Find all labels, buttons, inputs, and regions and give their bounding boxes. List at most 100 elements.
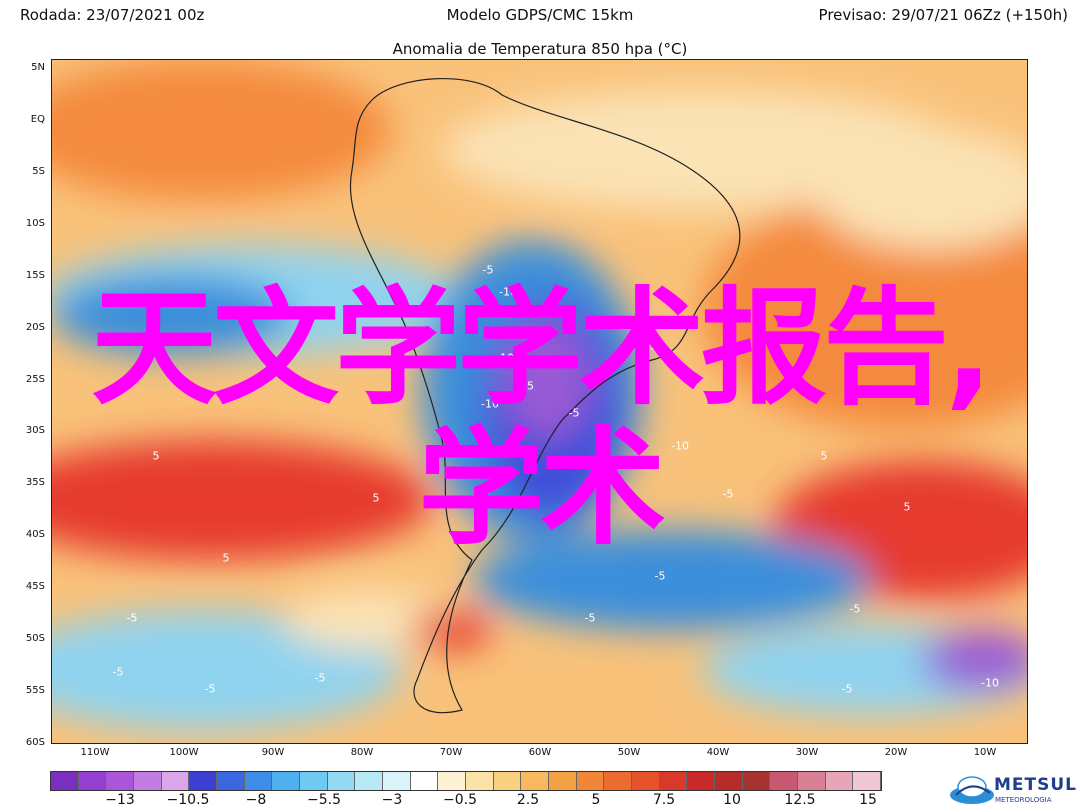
colorbar-cell	[134, 772, 162, 790]
watermark-title-line1: 天文学学术报告,	[91, 275, 993, 422]
colorbar-cell	[189, 772, 218, 790]
run-date-label: Rodada: 23/07/2021 00z	[20, 6, 205, 24]
longitude-label: 50W	[617, 747, 641, 758]
colorbar-cell	[659, 772, 688, 790]
longitude-label: 30W	[795, 747, 819, 758]
map-canvas	[52, 60, 1027, 743]
metsul-logo-icon	[950, 776, 994, 804]
colorbar-cell	[853, 772, 882, 790]
colorbar-cell	[466, 772, 494, 790]
colorbar-cell	[272, 772, 301, 790]
contour-label: -10	[671, 439, 689, 453]
colorbar-cell	[410, 772, 439, 790]
colorbar-cell	[770, 772, 799, 790]
colorbar-tick-label: −0.5	[443, 792, 477, 808]
colorbar-tick-label: 15	[859, 792, 877, 808]
south-america-outline	[349, 77, 741, 714]
logo-wordmark: METSUL	[994, 775, 1078, 795]
cold-band-west	[52, 275, 292, 355]
contour-label: -5	[112, 665, 124, 679]
cold-band-south	[472, 530, 872, 630]
latitude-label: 45S	[25, 581, 45, 593]
temperature-anomaly-map	[51, 59, 1028, 744]
extreme-cold-core	[502, 320, 592, 440]
colorbar-cell	[632, 772, 660, 790]
colorbar-tick-label: −10.5	[166, 792, 210, 808]
cold-spot-se	[922, 630, 1027, 690]
contour-label: -5	[482, 263, 494, 277]
colorbar-cell	[327, 772, 356, 790]
colorbar-cell	[715, 772, 743, 790]
contour-label: -10	[981, 676, 999, 690]
model-label: Modelo GDPS/CMC 15km	[446, 6, 634, 24]
colorbar-tick-label: 7.5	[652, 792, 676, 808]
contour-label: -5	[849, 602, 861, 616]
colorbar-tick-label: −3	[381, 792, 403, 808]
latitude-label: EQ	[30, 113, 45, 125]
colorbar-tick-label: 5	[591, 792, 601, 808]
warm-spot-patagonia	[412, 610, 492, 650]
contour-label: -5	[646, 339, 658, 353]
logo-subtitle: METEOROLOGIA	[995, 796, 1052, 804]
latitude-label: 10S	[25, 217, 45, 229]
map-title: Anomalia de Temperatura 850 hpa (°C)	[392, 40, 688, 58]
forecast-time-label: Previsao: 29/07/21 06Zz (+150h)	[818, 6, 1068, 24]
colorbar-cell	[161, 772, 190, 790]
longitude-label: 100W	[169, 747, 199, 758]
contour-label: -10	[496, 351, 514, 365]
colorbar-cell	[438, 772, 467, 790]
latitude-label: 20S	[25, 321, 45, 333]
mild-region-ne	[812, 130, 1027, 250]
colorbar-tick-label: 2.5	[516, 792, 540, 808]
contour-label: 5	[372, 491, 380, 505]
longitude-label: 20W	[884, 747, 908, 758]
colorbar-cell	[576, 772, 605, 790]
contour-label: -5	[314, 671, 326, 685]
colorbar-cell	[383, 772, 411, 790]
contour-label: -5	[204, 682, 216, 696]
watermark-title-line2: 学术	[418, 415, 666, 562]
colorbar-tick-label: −8	[245, 792, 267, 808]
contour-label: -5	[722, 487, 734, 501]
longitude-label: 80W	[350, 747, 374, 758]
longitude-label: 110W	[80, 747, 110, 758]
latitude-label: 5S	[32, 165, 45, 177]
colorbar-cell	[300, 772, 328, 790]
colorbar-cell	[355, 772, 384, 790]
contour-label: -10	[499, 285, 517, 299]
colorbar-cell	[798, 772, 826, 790]
contour-label: 5	[820, 449, 828, 463]
contour-label: 5	[222, 551, 230, 565]
colorbar-tick-label: −13	[105, 792, 135, 808]
colorbar-cell	[604, 772, 633, 790]
warm-region-nw	[52, 60, 392, 200]
colorbar-cell	[493, 772, 522, 790]
latitude-label: 35S	[25, 477, 45, 489]
longitude-label: 60W	[528, 747, 552, 758]
colorbar-tick-label: −5.5	[307, 792, 341, 808]
contour-label: 5	[152, 449, 160, 463]
contour-label: 5	[903, 500, 911, 514]
longitude-label: 40W	[706, 747, 730, 758]
longitude-label: 10W	[973, 747, 997, 758]
latitude-label: 50S	[25, 633, 45, 645]
colorbar-cell	[521, 772, 550, 790]
contour-label: -5	[654, 569, 666, 583]
colorbar-cell	[244, 772, 273, 790]
latitude-label: 40S	[25, 529, 45, 541]
latitude-label: 25S	[25, 373, 45, 385]
colorbar	[50, 771, 882, 791]
latitude-label: 60S	[25, 737, 45, 748]
latitude-label: 30S	[25, 425, 45, 437]
colorbar-cell	[51, 772, 79, 790]
latitude-label: 5N	[31, 62, 45, 73]
longitude-label: 70W	[439, 747, 463, 758]
colorbar-tick-label: 12.5	[784, 792, 816, 808]
colorbar-tick-label: 10	[723, 792, 741, 808]
longitude-label: 90W	[261, 747, 285, 758]
colorbar-cell	[825, 772, 854, 790]
contour-label: -10	[481, 397, 499, 411]
latitude-label: 55S	[25, 685, 45, 697]
colorbar-cell	[687, 772, 716, 790]
colorbar-cell	[549, 772, 577, 790]
